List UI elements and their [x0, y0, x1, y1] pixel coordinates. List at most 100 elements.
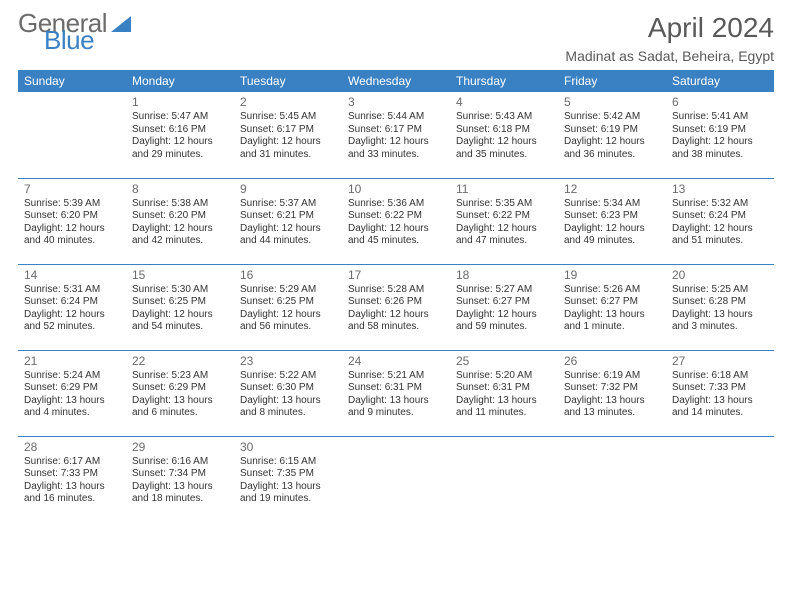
sunrise-text: Sunrise: 5:34 AM [564, 198, 660, 211]
day-number: 19 [564, 268, 660, 283]
daylight-text: Daylight: 12 hours [456, 223, 552, 236]
daylight-text: and 9 minutes. [348, 407, 444, 420]
day-number: 27 [672, 354, 768, 369]
daylight-text: Daylight: 12 hours [672, 136, 768, 149]
calendar-day: 28Sunrise: 6:17 AMSunset: 7:33 PMDayligh… [18, 436, 126, 522]
daylight-text: and 59 minutes. [456, 321, 552, 334]
daylight-text: and 56 minutes. [240, 321, 336, 334]
sunrise-text: Sunrise: 5:24 AM [24, 370, 120, 383]
day-number: 14 [24, 268, 120, 283]
daylight-text: Daylight: 12 hours [240, 309, 336, 322]
calendar-day: 29Sunrise: 6:16 AMSunset: 7:34 PMDayligh… [126, 436, 234, 522]
calendar-empty [666, 436, 774, 522]
calendar-day: 5Sunrise: 5:42 AMSunset: 6:19 PMDaylight… [558, 92, 666, 178]
sunset-text: Sunset: 6:29 PM [132, 382, 228, 395]
month-title: April 2024 [565, 12, 774, 44]
calendar-head: SundayMondayTuesdayWednesdayThursdayFrid… [18, 70, 774, 92]
sunset-text: Sunset: 7:35 PM [240, 468, 336, 481]
calendar-day: 24Sunrise: 5:21 AMSunset: 6:31 PMDayligh… [342, 350, 450, 436]
daylight-text: Daylight: 12 hours [348, 136, 444, 149]
sunset-text: Sunset: 6:21 PM [240, 210, 336, 223]
daylight-text: and 14 minutes. [672, 407, 768, 420]
sunrise-text: Sunrise: 5:28 AM [348, 284, 444, 297]
daylight-text: Daylight: 13 hours [348, 395, 444, 408]
sunset-text: Sunset: 6:23 PM [564, 210, 660, 223]
daylight-text: Daylight: 13 hours [564, 309, 660, 322]
day-number: 21 [24, 354, 120, 369]
daylight-text: Daylight: 12 hours [564, 223, 660, 236]
location-label: Madinat as Sadat, Beheira, Egypt [565, 48, 774, 64]
sunrise-text: Sunrise: 5:32 AM [672, 198, 768, 211]
calendar-day: 18Sunrise: 5:27 AMSunset: 6:27 PMDayligh… [450, 264, 558, 350]
daylight-text: and 33 minutes. [348, 149, 444, 162]
calendar-day: 14Sunrise: 5:31 AMSunset: 6:24 PMDayligh… [18, 264, 126, 350]
calendar-day: 30Sunrise: 6:15 AMSunset: 7:35 PMDayligh… [234, 436, 342, 522]
sunrise-text: Sunrise: 5:38 AM [132, 198, 228, 211]
calendar-day: 7Sunrise: 5:39 AMSunset: 6:20 PMDaylight… [18, 178, 126, 264]
daylight-text: and 1 minute. [564, 321, 660, 334]
daylight-text: Daylight: 12 hours [240, 136, 336, 149]
sunrise-text: Sunrise: 6:19 AM [564, 370, 660, 383]
sunset-text: Sunset: 7:33 PM [24, 468, 120, 481]
logo-sail-icon [111, 16, 131, 32]
calendar-day: 17Sunrise: 5:28 AMSunset: 6:26 PMDayligh… [342, 264, 450, 350]
sunrise-text: Sunrise: 5:21 AM [348, 370, 444, 383]
sunrise-text: Sunrise: 5:29 AM [240, 284, 336, 297]
sunset-text: Sunset: 6:19 PM [672, 124, 768, 137]
daylight-text: Daylight: 13 hours [132, 395, 228, 408]
sunset-text: Sunset: 6:18 PM [456, 124, 552, 137]
day-number: 26 [564, 354, 660, 369]
day-number: 25 [456, 354, 552, 369]
calendar-day: 13Sunrise: 5:32 AMSunset: 6:24 PMDayligh… [666, 178, 774, 264]
daylight-text: and 42 minutes. [132, 235, 228, 248]
calendar-day: 26Sunrise: 6:19 AMSunset: 7:32 PMDayligh… [558, 350, 666, 436]
daylight-text: and 13 minutes. [564, 407, 660, 420]
day-number: 4 [456, 95, 552, 110]
sunset-text: Sunset: 6:25 PM [240, 296, 336, 309]
sunset-text: Sunset: 6:27 PM [564, 296, 660, 309]
sunset-text: Sunset: 6:20 PM [24, 210, 120, 223]
day-number: 12 [564, 182, 660, 197]
day-number: 16 [240, 268, 336, 283]
sunset-text: Sunset: 6:29 PM [24, 382, 120, 395]
daylight-text: and 16 minutes. [24, 493, 120, 506]
calendar-day: 21Sunrise: 5:24 AMSunset: 6:29 PMDayligh… [18, 350, 126, 436]
sunset-text: Sunset: 6:31 PM [348, 382, 444, 395]
sunrise-text: Sunrise: 5:26 AM [564, 284, 660, 297]
daylight-text: and 40 minutes. [24, 235, 120, 248]
calendar-day: 11Sunrise: 5:35 AMSunset: 6:22 PMDayligh… [450, 178, 558, 264]
daylight-text: and 58 minutes. [348, 321, 444, 334]
daylight-text: and 3 minutes. [672, 321, 768, 334]
daylight-text: Daylight: 12 hours [348, 223, 444, 236]
calendar-day: 27Sunrise: 6:18 AMSunset: 7:33 PMDayligh… [666, 350, 774, 436]
sunrise-text: Sunrise: 6:18 AM [672, 370, 768, 383]
day-number: 29 [132, 440, 228, 455]
calendar-day: 19Sunrise: 5:26 AMSunset: 6:27 PMDayligh… [558, 264, 666, 350]
calendar-week: 7Sunrise: 5:39 AMSunset: 6:20 PMDaylight… [18, 178, 774, 264]
sunrise-text: Sunrise: 6:17 AM [24, 456, 120, 469]
sunset-text: Sunset: 7:32 PM [564, 382, 660, 395]
page-header: General Blue April 2024 Madinat as Sadat… [18, 12, 774, 64]
calendar-body: 1Sunrise: 5:47 AMSunset: 6:16 PMDaylight… [18, 92, 774, 522]
sunset-text: Sunset: 7:33 PM [672, 382, 768, 395]
calendar-empty [342, 436, 450, 522]
day-header: Saturday [666, 70, 774, 92]
daylight-text: and 45 minutes. [348, 235, 444, 248]
day-number: 17 [348, 268, 444, 283]
sunrise-text: Sunrise: 5:31 AM [24, 284, 120, 297]
daylight-text: and 51 minutes. [672, 235, 768, 248]
day-header: Friday [558, 70, 666, 92]
sunrise-text: Sunrise: 5:35 AM [456, 198, 552, 211]
calendar-day: 16Sunrise: 5:29 AMSunset: 6:25 PMDayligh… [234, 264, 342, 350]
daylight-text: Daylight: 12 hours [456, 136, 552, 149]
day-header: Sunday [18, 70, 126, 92]
calendar-day: 4Sunrise: 5:43 AMSunset: 6:18 PMDaylight… [450, 92, 558, 178]
daylight-text: Daylight: 13 hours [240, 395, 336, 408]
calendar-day: 15Sunrise: 5:30 AMSunset: 6:25 PMDayligh… [126, 264, 234, 350]
sunset-text: Sunset: 6:17 PM [240, 124, 336, 137]
day-number: 10 [348, 182, 444, 197]
sunrise-text: Sunrise: 5:30 AM [132, 284, 228, 297]
day-number: 13 [672, 182, 768, 197]
daylight-text: Daylight: 12 hours [132, 136, 228, 149]
day-header: Monday [126, 70, 234, 92]
